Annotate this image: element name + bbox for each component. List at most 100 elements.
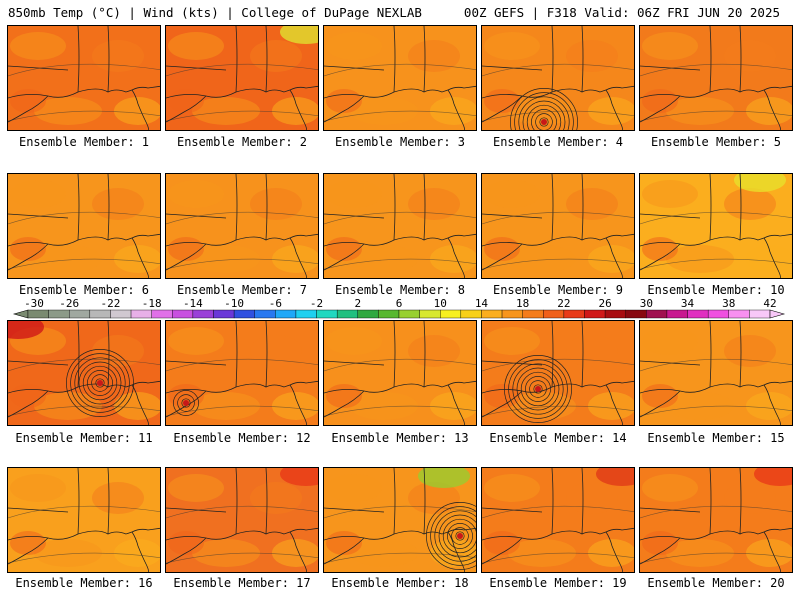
coastline [324, 390, 365, 418]
colorbar-segment [192, 309, 214, 319]
coastline [131, 527, 160, 533]
coastline [482, 213, 543, 219]
colorbar-tick-label: 14 [475, 298, 489, 310]
ensemble-member-label: Ensemble Member: 14 [489, 431, 627, 445]
coastline [640, 507, 701, 513]
ensemble-member-map [481, 320, 635, 426]
coastline [551, 174, 554, 241]
coastline [235, 174, 238, 241]
ensemble-member-label: Ensemble Member: 11 [15, 431, 153, 445]
colorbar-left-arrow [12, 309, 29, 319]
ensemble-member-map [165, 467, 319, 573]
coastline [289, 233, 318, 239]
wind-contour [640, 211, 792, 225]
cyclone-contour [74, 357, 126, 409]
coastline [423, 321, 426, 388]
colorbar-tick-label: 10 [434, 298, 447, 310]
ensemble-member-label: Ensemble Member: 3 [334, 135, 466, 149]
cyclone-contour [91, 374, 109, 392]
ensemble-member-label: Ensemble Member: 2 [176, 135, 308, 149]
coastline [166, 360, 227, 366]
coastline [482, 530, 624, 572]
wind-contour [640, 110, 792, 122]
coastline [8, 390, 49, 418]
ensemble-member-map [165, 173, 319, 279]
wind-contour [324, 258, 476, 270]
coastline [8, 213, 69, 219]
coastline [482, 88, 624, 130]
cyclone-center [457, 533, 463, 539]
coastline [8, 537, 49, 565]
ensemble-member-label: Ensemble Member: 16 [15, 576, 153, 590]
coastline [739, 321, 742, 388]
colorbar-tick-label: 22 [557, 298, 570, 310]
coastline [709, 26, 712, 93]
wind-contour [324, 405, 476, 417]
wind-contour [166, 258, 318, 270]
coastline [131, 233, 160, 239]
ensemble-member-map [639, 173, 793, 279]
colorbar-tick-label: 2 [354, 298, 361, 310]
colorbar-segment [357, 309, 379, 319]
ensemble-member-label: Ensemble Member: 6 [18, 283, 150, 297]
coastline [77, 468, 80, 535]
coastline [640, 390, 681, 418]
colorbar-segment [481, 309, 503, 319]
wind-contour [482, 358, 634, 372]
ensemble-member-map [481, 173, 635, 279]
wind-contour [482, 505, 634, 519]
wind-contour [640, 552, 792, 564]
ensemble-member-map [7, 320, 161, 426]
cyclone-contour [531, 109, 557, 130]
coastline [605, 233, 634, 239]
cyclone-contour [512, 363, 564, 415]
cyclone-contour [442, 518, 476, 554]
ensemble-member-label: Ensemble Member: 5 [650, 135, 782, 149]
coastline [324, 507, 385, 513]
cyclone-contour [508, 359, 568, 419]
coastline [423, 26, 426, 93]
colorbar-segment [501, 309, 523, 319]
coastline [107, 468, 110, 535]
coastline [166, 95, 207, 123]
colorbar-segment [563, 309, 585, 319]
cyclone-contour [525, 376, 551, 402]
colorbar-tick-label: -26 [59, 298, 79, 310]
colorbar-segment [48, 309, 70, 319]
cyclone-contour [535, 113, 553, 130]
colorbar-tick-label: -22 [101, 298, 121, 310]
coastline [447, 527, 476, 533]
wind-contour [324, 358, 476, 372]
cyclone-contour [434, 510, 476, 562]
coastline [166, 383, 308, 425]
ensemble-member-label: Ensemble Member: 1 [18, 135, 150, 149]
ensemble-member-map [639, 320, 793, 426]
ensemble-member-map [165, 25, 319, 131]
colorbar-segment [295, 309, 317, 319]
coastline [763, 85, 792, 91]
ensemble-member-label: Ensemble Member: 12 [173, 431, 311, 445]
wind-contour [8, 358, 160, 372]
wind-contour [482, 552, 634, 564]
colorbar-segment [398, 309, 420, 319]
colorbar-segment [440, 309, 462, 319]
ensemble-member-map [7, 25, 161, 131]
cyclone-contour [177, 394, 195, 412]
colorbar-segment [749, 309, 771, 319]
map-title: 850mb Temp (°C) | Wind (kts) | College o… [8, 5, 422, 20]
coastline [166, 537, 207, 565]
coastline [709, 174, 712, 241]
wind-contour [324, 552, 476, 564]
colorbar-tick-label: -10 [224, 298, 244, 310]
coastline [107, 26, 110, 93]
coastline [166, 530, 308, 572]
cyclone-center [97, 380, 103, 386]
coastline [324, 65, 385, 71]
colorbar-segment [584, 309, 606, 319]
colorbar-segment [233, 309, 255, 319]
colorbar-segment [460, 309, 482, 319]
ensemble-member-map [639, 25, 793, 131]
wind-contour [166, 552, 318, 564]
coastline [324, 530, 466, 572]
wind-contour [482, 110, 634, 122]
